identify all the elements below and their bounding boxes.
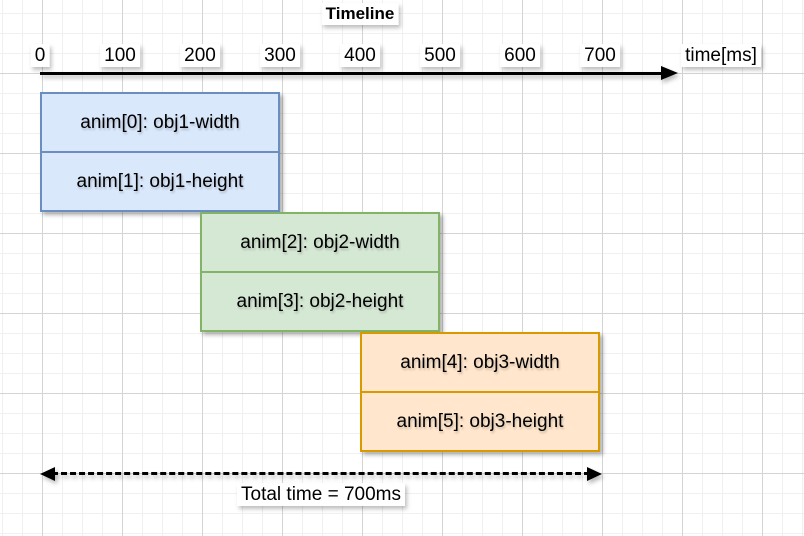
axis-line <box>40 72 662 75</box>
arrowhead-right-icon <box>587 467 602 481</box>
axis-tick-label: 100 <box>100 44 140 67</box>
anim-track[interactable]: anim[3]: obj2-height <box>202 271 438 330</box>
anim-group-obj1: anim[0]: obj1-width anim[1]: obj1-height <box>40 92 280 212</box>
anim-track-label: anim[1]: obj1-height <box>76 170 244 192</box>
axis-tick-label: 300 <box>260 44 300 67</box>
anim-track-label: anim[5]: obj3-height <box>396 410 564 432</box>
dashed-line <box>52 472 590 475</box>
anim-track[interactable]: anim[0]: obj1-width <box>42 94 278 151</box>
arrowhead-left-icon <box>40 467 55 481</box>
axis-tick-label: 400 <box>340 44 380 67</box>
anim-group-obj2: anim[2]: obj2-width anim[3]: obj2-height <box>200 212 440 332</box>
anim-track-label: anim[3]: obj2-height <box>236 290 404 312</box>
anim-group-obj3: anim[4]: obj3-width anim[5]: obj3-height <box>360 332 600 452</box>
axis-tick-label: 600 <box>500 44 540 67</box>
anim-track-label: anim[4]: obj3-width <box>400 351 560 373</box>
axis-tick-label: 700 <box>580 44 620 67</box>
axis-tick-label: 500 <box>420 44 460 67</box>
anim-track[interactable]: anim[4]: obj3-width <box>362 334 598 391</box>
diagram-title: Timeline <box>321 3 399 25</box>
total-time-label: Total time = 700ms <box>237 483 405 506</box>
axis-unit-label: time[ms] <box>681 44 761 67</box>
axis-tick-label: 0 <box>30 44 50 67</box>
anim-track[interactable]: anim[1]: obj1-height <box>42 151 278 210</box>
axis-arrowhead-icon <box>661 66 678 80</box>
anim-track[interactable]: anim[5]: obj3-height <box>362 391 598 450</box>
total-time-arrow <box>40 466 602 482</box>
axis-tick-label: 200 <box>180 44 220 67</box>
anim-track[interactable]: anim[2]: obj2-width <box>202 214 438 271</box>
anim-track-label: anim[0]: obj1-width <box>80 111 240 133</box>
anim-track-label: anim[2]: obj2-width <box>240 231 400 253</box>
